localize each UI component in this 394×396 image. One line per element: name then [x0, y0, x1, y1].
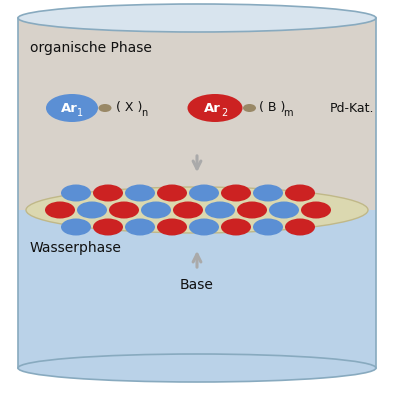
Text: 2: 2: [221, 108, 227, 118]
Ellipse shape: [26, 187, 368, 233]
Text: Wasserphase: Wasserphase: [30, 241, 122, 255]
Text: Ar: Ar: [61, 101, 78, 114]
Ellipse shape: [157, 219, 187, 236]
Ellipse shape: [269, 202, 299, 219]
Text: m: m: [283, 108, 292, 118]
Ellipse shape: [125, 185, 155, 202]
Ellipse shape: [285, 185, 315, 202]
Text: n: n: [141, 108, 147, 118]
Ellipse shape: [77, 202, 107, 219]
Ellipse shape: [189, 185, 219, 202]
Text: ( B ): ( B ): [259, 101, 286, 114]
Text: Base: Base: [180, 278, 214, 292]
Ellipse shape: [125, 219, 155, 236]
Ellipse shape: [157, 185, 187, 202]
Bar: [18, 210, 376, 368]
Text: Ar: Ar: [204, 101, 220, 114]
Ellipse shape: [221, 219, 251, 236]
Ellipse shape: [285, 219, 315, 236]
Ellipse shape: [18, 4, 376, 32]
Ellipse shape: [189, 219, 219, 236]
Ellipse shape: [109, 202, 139, 219]
Ellipse shape: [253, 219, 283, 236]
Bar: [18, 18, 376, 210]
Ellipse shape: [205, 202, 235, 219]
Text: 1: 1: [77, 108, 83, 118]
Ellipse shape: [46, 94, 98, 122]
Ellipse shape: [173, 202, 203, 219]
Ellipse shape: [221, 185, 251, 202]
Ellipse shape: [61, 185, 91, 202]
Ellipse shape: [141, 202, 171, 219]
Ellipse shape: [237, 202, 267, 219]
Ellipse shape: [98, 104, 112, 112]
Text: organische Phase: organische Phase: [30, 41, 152, 55]
Text: ( X ): ( X ): [116, 101, 142, 114]
Ellipse shape: [18, 354, 376, 382]
Ellipse shape: [93, 219, 123, 236]
Ellipse shape: [253, 185, 283, 202]
Ellipse shape: [243, 104, 256, 112]
Ellipse shape: [301, 202, 331, 219]
Ellipse shape: [61, 219, 91, 236]
Ellipse shape: [45, 202, 75, 219]
Ellipse shape: [188, 94, 242, 122]
Text: Pd-Kat.: Pd-Kat.: [330, 101, 374, 114]
Ellipse shape: [93, 185, 123, 202]
